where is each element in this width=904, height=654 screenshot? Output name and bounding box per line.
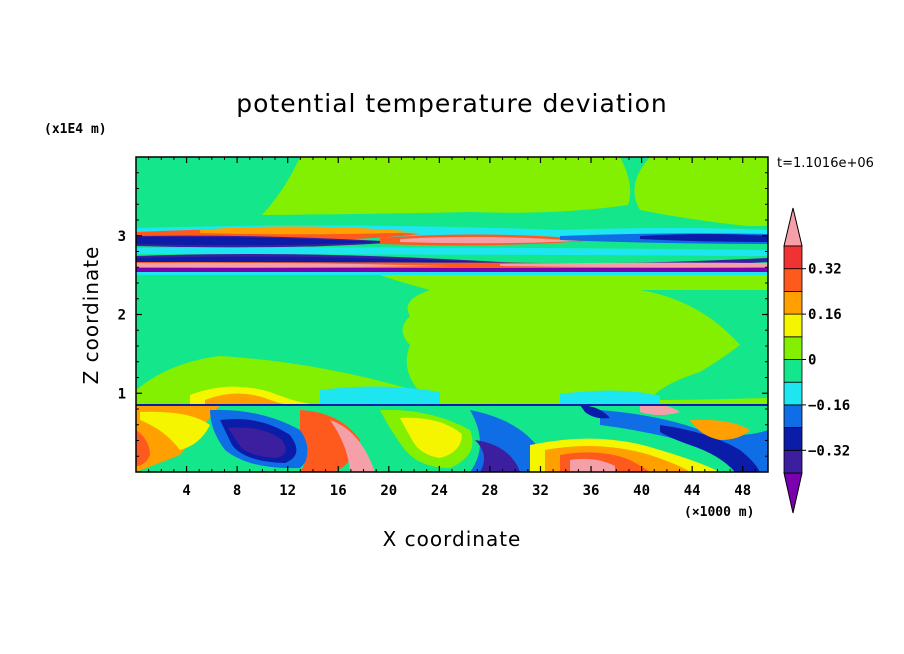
colorbar-tick-label: 0.32 (808, 262, 842, 278)
colorbar-segment (783, 449, 803, 474)
chart-title: potential temperature deviation (236, 89, 667, 118)
middle-cyan-bump-2 (560, 390, 660, 405)
upper-green-wedge (262, 157, 631, 215)
shear-violet-line (136, 268, 768, 272)
middle-left-mint (136, 275, 430, 392)
x-tick-label: 40 (633, 483, 650, 499)
bl-pink-right (570, 458, 615, 472)
x-axis-label: X coordinate (383, 527, 522, 551)
x-axis-ticks: 4 8 12 16 20 24 28 32 36 40 44 48 (148, 157, 756, 499)
y-unit-label: (x1E4 m) (44, 122, 107, 137)
bl-pink-plume (330, 420, 375, 472)
colorbar-segment (783, 290, 803, 315)
middle-right-mint (640, 290, 768, 400)
x-tick-label: 28 (481, 483, 498, 499)
colorbar-tick-label: 0 (808, 353, 816, 369)
shear-pink-mid (400, 236, 580, 244)
colorbar: 0.32 0.16 0 −0.16 −0.32 (783, 207, 850, 514)
upper-left-patch (136, 157, 300, 222)
y-tick-label: 2 (118, 308, 126, 324)
shear-navy-right (640, 234, 768, 242)
y-axis-label: Z coordinate (79, 246, 103, 385)
bl-top-line (136, 404, 768, 406)
colorbar-top-arrow (783, 207, 803, 247)
colorbar-bottom-arrow (783, 472, 803, 514)
bl-navy-cell (580, 405, 610, 419)
colorbar-segment (783, 268, 803, 292)
x-tick-label: 44 (684, 483, 701, 499)
middle-orange-bump (205, 393, 290, 405)
shear-pink-right (500, 262, 768, 268)
shear-navy-left (136, 236, 380, 246)
colorbar-segment (783, 381, 803, 406)
x-unit-label: (×1000 m) (684, 505, 754, 520)
bl-yellow-swirl (400, 417, 462, 458)
x-tick-label: 12 (279, 483, 296, 499)
colorbar-segment (783, 404, 803, 428)
bl-purple-mid (475, 440, 520, 472)
middle-green (136, 275, 768, 405)
middle-cyan-bump (320, 386, 440, 405)
bl-red-plume (300, 410, 360, 472)
bl-purple-swirl (228, 427, 286, 458)
x-tick-label: 16 (330, 483, 347, 499)
shear-pink-band (136, 262, 450, 268)
x-tick-label: 36 (583, 483, 600, 499)
shear-cyan-line (136, 272, 768, 275)
colorbar-segment (783, 359, 803, 383)
y-axis-ticks: 1 2 3 (118, 172, 768, 457)
bl-red-left (136, 430, 150, 466)
plot-area (136, 157, 768, 472)
colorbar-tick-label: −0.32 (808, 443, 850, 459)
bl-pink-cell (640, 404, 680, 415)
y-tick-label: 1 (118, 386, 126, 402)
colorbar-segment (783, 427, 803, 451)
bl-yellow-left (140, 411, 210, 450)
y-tick-label: 3 (118, 229, 126, 245)
colorbar-segment (783, 336, 803, 360)
bl-orange-swirl-right (690, 419, 750, 440)
shear-orange-top (200, 226, 420, 235)
colorbar-segment (783, 245, 803, 270)
x-tick-label: 24 (431, 483, 448, 499)
x-tick-label: 20 (380, 483, 397, 499)
x-tick-label: 4 (182, 483, 190, 499)
x-tick-label: 8 (233, 483, 241, 499)
colorbar-segment (783, 313, 803, 338)
time-label: t=1.1016e+06 (777, 156, 874, 171)
colorbar-tick-label: −0.16 (808, 398, 850, 414)
upper-right-wedge (634, 157, 768, 228)
shear-cyan-mid (136, 247, 768, 256)
x-tick-label: 48 (734, 483, 751, 499)
bl-navy-right (660, 425, 760, 472)
colorbar-tick-label: 0.16 (808, 307, 842, 323)
x-tick-label: 32 (532, 483, 549, 499)
